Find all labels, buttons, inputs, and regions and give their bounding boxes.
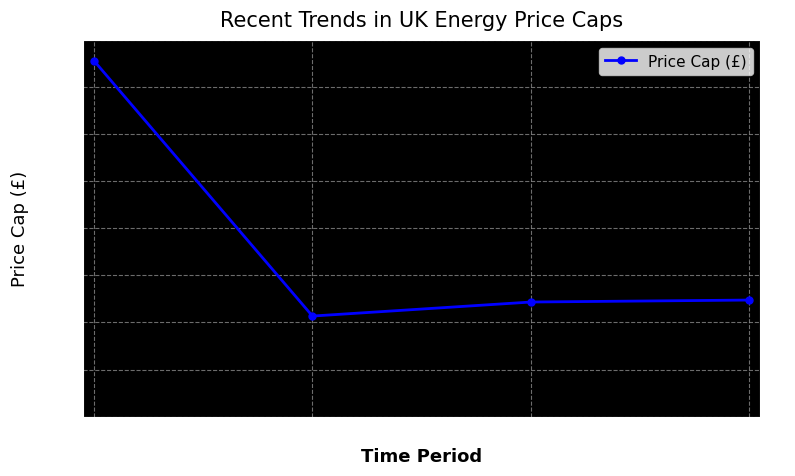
Legend: Price Cap (£): Price Cap (£) [599,49,753,76]
Price Cap (£) [89,59,99,64]
Title: Recent Trends in UK Energy Price Caps: Recent Trends in UK Energy Price Caps [220,11,623,31]
Price Cap (£) [526,299,536,305]
Price Cap (£) [308,314,317,319]
Line: Price Cap (£): Price Cap (£) [91,58,753,320]
X-axis label: Time Period: Time Period [361,447,483,465]
Y-axis label: Price Cap (£): Price Cap (£) [11,171,29,287]
Price Cap (£) [745,298,754,303]
